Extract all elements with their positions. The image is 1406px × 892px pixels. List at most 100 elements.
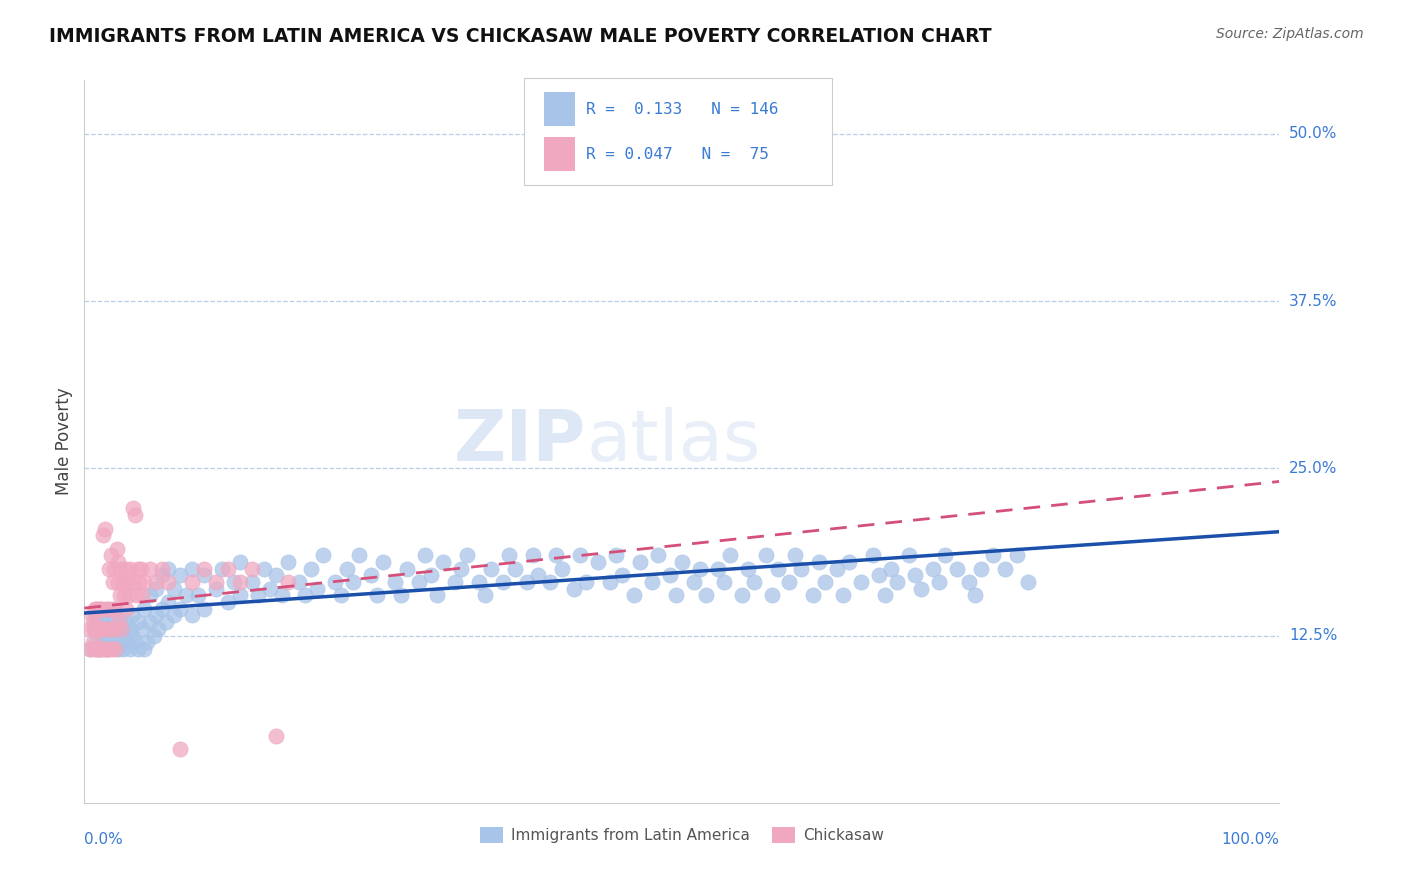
Point <box>426 589 449 603</box>
Point <box>83 642 105 657</box>
Point <box>713 575 735 590</box>
Point <box>93 622 115 636</box>
Point <box>104 642 127 657</box>
Point <box>148 622 170 636</box>
Point <box>86 608 108 623</box>
Point <box>86 622 108 636</box>
Point <box>832 589 855 603</box>
Point <box>277 575 299 590</box>
Point <box>396 562 419 576</box>
Point <box>157 575 180 590</box>
Point <box>118 562 141 576</box>
Point <box>259 582 281 596</box>
Point <box>659 568 682 582</box>
Point <box>90 642 112 657</box>
Point <box>107 575 129 590</box>
Point <box>94 622 117 636</box>
Text: R =  0.133   N = 146: R = 0.133 N = 146 <box>586 102 779 117</box>
Point <box>862 548 884 563</box>
Point <box>79 642 101 657</box>
Point <box>124 635 146 649</box>
Point <box>110 622 132 636</box>
Text: 25.0%: 25.0% <box>1289 461 1337 475</box>
Text: atlas: atlas <box>586 407 761 476</box>
Point <box>868 568 890 582</box>
Point <box>86 622 108 636</box>
Point <box>98 562 121 576</box>
Point <box>240 562 263 576</box>
Point <box>217 595 239 609</box>
Point <box>157 562 180 576</box>
Point <box>277 555 299 569</box>
Point <box>301 562 323 576</box>
Point <box>112 589 135 603</box>
Point <box>205 582 228 596</box>
Point <box>413 548 436 563</box>
Point <box>312 548 335 563</box>
Point <box>222 575 245 590</box>
Text: 37.5%: 37.5% <box>1289 293 1337 309</box>
Point <box>503 562 526 576</box>
Point <box>288 575 311 590</box>
Point <box>139 589 162 603</box>
Point <box>468 575 491 590</box>
Point <box>86 642 108 657</box>
Point <box>169 742 191 756</box>
Point <box>132 642 156 657</box>
Point <box>336 562 359 576</box>
Point <box>107 622 129 636</box>
Point <box>246 589 269 603</box>
Point <box>875 589 897 603</box>
Point <box>121 608 143 623</box>
Point <box>93 528 115 542</box>
Point <box>641 575 664 590</box>
Point <box>880 562 903 576</box>
Point <box>886 575 908 590</box>
Point <box>83 622 105 636</box>
Point <box>270 589 292 603</box>
Point <box>851 575 873 590</box>
Point <box>115 615 138 630</box>
Point <box>689 562 711 576</box>
Point <box>731 589 754 603</box>
Point <box>695 589 717 603</box>
Point <box>934 548 956 563</box>
Point <box>683 575 706 590</box>
Point <box>928 575 950 590</box>
Point <box>82 615 104 630</box>
Legend: Immigrants from Latin America, Chickasaw: Immigrants from Latin America, Chickasaw <box>474 822 890 849</box>
Text: 0.0%: 0.0% <box>84 831 124 847</box>
Point <box>408 575 430 590</box>
Point <box>97 602 120 616</box>
Point <box>240 575 263 590</box>
Point <box>307 582 329 596</box>
Point <box>211 562 233 576</box>
Point <box>115 635 138 649</box>
Point <box>389 589 412 603</box>
Point <box>150 562 173 576</box>
Point <box>110 628 132 642</box>
Point <box>588 555 610 569</box>
Point <box>135 635 157 649</box>
Text: ZIP: ZIP <box>454 407 586 476</box>
Text: Source: ZipAtlas.com: Source: ZipAtlas.com <box>1216 27 1364 41</box>
Point <box>142 628 165 642</box>
Point <box>97 642 120 657</box>
Point <box>181 608 204 623</box>
Point <box>114 562 136 576</box>
Point <box>498 548 520 563</box>
Point <box>569 548 592 563</box>
Point <box>163 608 186 623</box>
Point <box>193 562 215 576</box>
Point <box>82 635 104 649</box>
Point <box>79 642 101 657</box>
Point <box>628 555 651 569</box>
Point <box>898 548 921 563</box>
Point <box>779 575 801 590</box>
Point <box>922 562 945 576</box>
Text: 100.0%: 100.0% <box>1222 831 1279 847</box>
Point <box>96 622 118 636</box>
Point <box>132 575 156 590</box>
Point <box>132 602 156 616</box>
Point <box>131 622 153 636</box>
